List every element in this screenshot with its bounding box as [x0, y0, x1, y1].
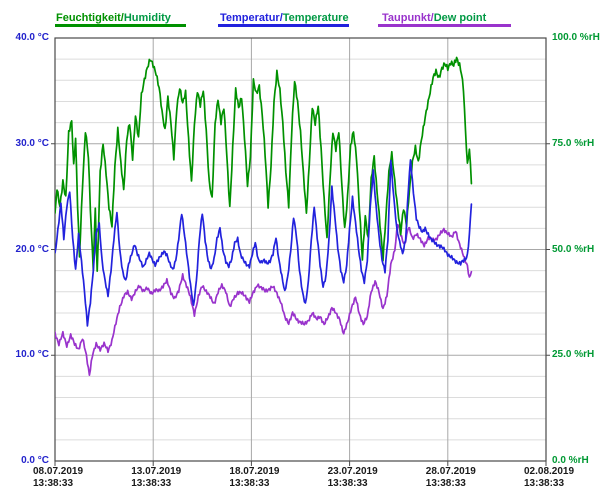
legend-label-humidity-en: Humidity — [123, 12, 171, 24]
legend-label-temperature-en: Temperature — [282, 12, 349, 24]
dew_point-series-line — [55, 223, 473, 377]
y-right-tick-label: 25.0 %rH — [552, 349, 595, 361]
legend-item-humidity: Feuchtigkeit/Humidity — [56, 8, 171, 26]
y-right-tick-label: 100.0 %rH — [552, 32, 600, 43]
x-tick-label-date: 08.07.2019 — [33, 466, 84, 477]
y-left-tick-label: 20.0 °C — [15, 243, 49, 255]
x-tick-label-date: 13.07.2019 — [131, 466, 182, 477]
x-tick-label-time: 13:38:33 — [131, 478, 172, 489]
legend-label-dew-point-de: Taupunkt/ — [382, 12, 434, 24]
x-tick-label-date: 28.07.2019 — [425, 466, 476, 477]
legend-label-temperature-de: Temperatur/ — [220, 12, 283, 24]
legend-item-temperature: Temperatur/Temperature — [220, 8, 349, 26]
y-right-tick-label: 75.0 %rH — [552, 137, 595, 149]
x-tick-label-date: 18.07.2019 — [229, 466, 280, 477]
x-tick-label-time: 13:38:33 — [327, 478, 368, 489]
x-tick-label-date: 02.08.2019 — [524, 466, 575, 477]
x-tick-label-time: 13:38:33 — [524, 478, 565, 489]
y-left-tick-label: 40.0 °C — [15, 32, 49, 43]
x-tick-label-time: 13:38:33 — [425, 478, 466, 489]
y-left-tick-label: 10.0 °C — [15, 349, 49, 361]
legend-item-dew-point: Taupunkt/Dew point — [382, 8, 486, 26]
temperature-series-line — [55, 158, 473, 327]
legend-swatch-dew-point — [378, 24, 511, 27]
humidity-series-line — [55, 56, 473, 272]
y-left-tick-label: 30.0 °C — [15, 137, 49, 149]
x-tick-label-time: 13:38:33 — [229, 478, 270, 489]
x-tick-label-time: 13:38:33 — [33, 478, 74, 489]
legend-swatch-temperature — [218, 24, 349, 27]
y-right-tick-label: 50.0 %rH — [552, 243, 595, 255]
y-left-tick-label: 0.0 °C — [21, 455, 49, 466]
y-right-tick-label: 0.0 %rH — [552, 455, 589, 466]
x-tick-label-date: 23.07.2019 — [327, 466, 378, 477]
legend-label-humidity-de: Feuchtigkeit/ — [56, 12, 124, 24]
legend-label-dew-point-en: Dew point — [433, 12, 487, 24]
legend-swatch-humidity — [55, 24, 186, 27]
